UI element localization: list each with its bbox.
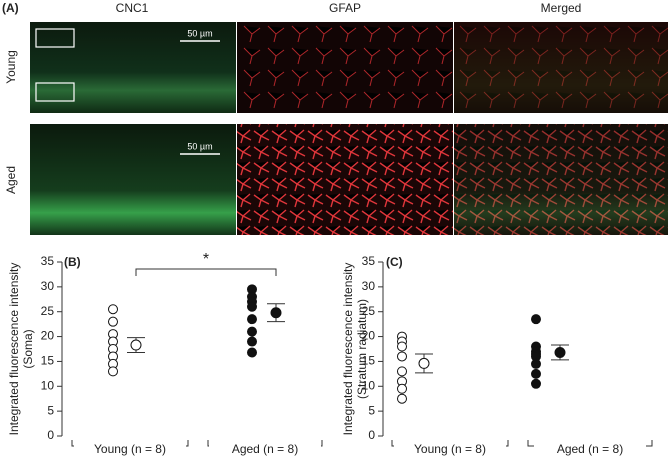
mean-marker [554, 346, 566, 358]
y-axis-label: (Stratum radiatum) [355, 299, 369, 399]
y-tick-label: 20 [41, 329, 55, 343]
data-point [531, 314, 541, 325]
data-point [397, 366, 407, 377]
column-label: GFAP [329, 1, 361, 15]
panel-label: (C) [386, 255, 403, 269]
data-point [108, 316, 118, 327]
data-point [247, 326, 257, 337]
x-group-bracket [391, 440, 509, 447]
significance-bracket [135, 268, 277, 276]
y-tick-label: 5 [368, 403, 375, 417]
data-point [531, 378, 541, 389]
y-tick-label: 25 [41, 304, 55, 318]
data-point [108, 366, 118, 377]
image [454, 124, 668, 235]
mean-marker [130, 339, 142, 351]
mean-marker [418, 357, 430, 369]
panel-label: (B) [64, 255, 81, 269]
panel-label: (A) [2, 1, 19, 15]
y-tick-label: 25 [362, 304, 376, 318]
image [30, 124, 236, 235]
x-group-bracket [527, 440, 653, 447]
image [237, 22, 453, 113]
y-tick-label: 30 [41, 279, 55, 293]
roi-box [35, 82, 75, 102]
y-tick-label: 15 [362, 354, 376, 368]
roi-box [35, 28, 75, 48]
panel-a-images [30, 22, 668, 235]
row-label: Aged [4, 166, 18, 194]
x-tick-label: Aged (n = 8) [557, 442, 623, 456]
column-label: CNC1 [116, 1, 149, 15]
y-tick-label: 35 [41, 254, 55, 268]
y-axis-label: (Soma) [21, 329, 35, 368]
x-tick-label: Young (n = 8) [94, 442, 166, 456]
y-axis-label: Integrated fluorescence intensity [7, 263, 21, 436]
data-point [397, 383, 407, 394]
y-tick-label: 10 [41, 378, 55, 392]
image [454, 22, 668, 113]
y-tick-label: 30 [362, 279, 376, 293]
data-point [397, 393, 407, 404]
data-point [247, 347, 257, 358]
mean-marker [270, 307, 282, 319]
y-tick-label: 5 [47, 403, 54, 417]
x-tick-label: Aged (n = 8) [232, 442, 298, 456]
data-point [531, 358, 541, 369]
data-point [397, 341, 407, 352]
data-point [247, 314, 257, 325]
scale-bar-label: 50 µm [187, 141, 212, 151]
data-point [397, 351, 407, 362]
y-axis-label: Integrated fluorescence intensity [341, 263, 355, 436]
y-tick-label: 0 [368, 428, 375, 442]
image [30, 22, 236, 113]
y-tick-label: 10 [362, 378, 376, 392]
image [237, 124, 453, 235]
column-label: Merged [541, 1, 582, 15]
data-point [247, 336, 257, 347]
x-group-bracket [71, 440, 189, 447]
x-group-bracket [207, 440, 323, 447]
y-tick-label: 20 [362, 329, 376, 343]
x-tick-label: Young (n = 8) [414, 442, 486, 456]
y-tick-label: 15 [41, 354, 55, 368]
data-point [108, 304, 118, 315]
data-point [247, 301, 257, 312]
significance-label: * [203, 251, 209, 268]
y-tick-label: 0 [47, 428, 54, 442]
scale-bar-label: 50 µm [187, 28, 212, 38]
y-tick-label: 35 [362, 254, 376, 268]
data-point [531, 368, 541, 379]
row-label: Young [4, 50, 18, 84]
